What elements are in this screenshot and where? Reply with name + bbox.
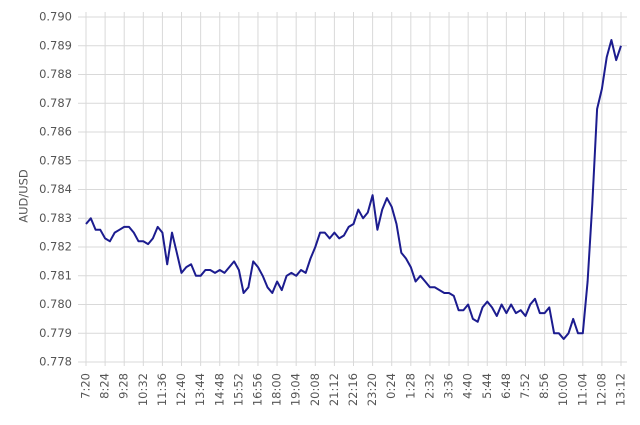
x-tick-label: 6:48	[499, 373, 513, 399]
y-axis-label: AUD/USD	[17, 169, 31, 223]
x-tick-label: 19:04	[289, 373, 303, 406]
x-tick-label: 10:32	[136, 373, 150, 406]
x-tick-label: 2:32	[422, 373, 436, 399]
x-tick-label: 14:48	[212, 373, 226, 406]
y-tick-label: 0.780	[39, 297, 72, 311]
x-tick-label: 21:12	[327, 373, 341, 406]
y-tick-label: 0.781	[39, 268, 72, 282]
x-tick-label: 4:40	[461, 373, 475, 399]
x-tick-label: 12:08	[594, 373, 608, 406]
x-tick-label: 8:56	[537, 373, 551, 399]
x-tick-label: 18:00	[270, 373, 284, 406]
y-tick-label: 0.787	[39, 96, 72, 110]
y-tick-label: 0.785	[39, 153, 72, 167]
x-tick-label: 16:56	[250, 373, 264, 406]
x-tick-label: 1:28	[403, 373, 417, 399]
y-tick-label: 0.779	[39, 326, 72, 340]
x-tick-label: 22:16	[346, 373, 360, 406]
price-line	[85, 39, 622, 340]
y-tick-label: 0.783	[39, 211, 72, 225]
y-tick-label: 0.788	[39, 67, 72, 81]
x-tick-label: 7:20	[79, 373, 93, 399]
x-tick-label: 23:20	[365, 373, 379, 406]
y-tick-label: 0.778	[39, 355, 72, 369]
x-tick-label: 13:12	[614, 373, 628, 406]
y-tick-label: 0.789	[39, 38, 72, 52]
x-tick-label: 7:52	[518, 373, 532, 399]
x-tick-label: 9:28	[117, 373, 131, 399]
x-tick-label: 0:24	[384, 373, 398, 399]
y-tick-label: 0.782	[39, 240, 72, 254]
y-tick-label: 0.784	[39, 182, 72, 196]
x-tick-label: 10:00	[556, 373, 570, 406]
y-tick-label: 0.790	[39, 10, 72, 24]
x-tick-label: 12:40	[174, 373, 188, 406]
x-tick-label: 3:36	[442, 373, 456, 399]
x-tick-label: 13:44	[193, 373, 207, 406]
x-tick-label: 11:36	[155, 373, 169, 406]
x-tick-label: 8:24	[98, 373, 112, 399]
x-tick-label: 11:04	[575, 373, 589, 406]
y-tick-label: 0.786	[39, 125, 72, 139]
x-tick-label: 5:44	[480, 373, 494, 399]
x-tick-label: 15:52	[231, 373, 245, 406]
x-tick-label: 20:08	[308, 373, 322, 406]
